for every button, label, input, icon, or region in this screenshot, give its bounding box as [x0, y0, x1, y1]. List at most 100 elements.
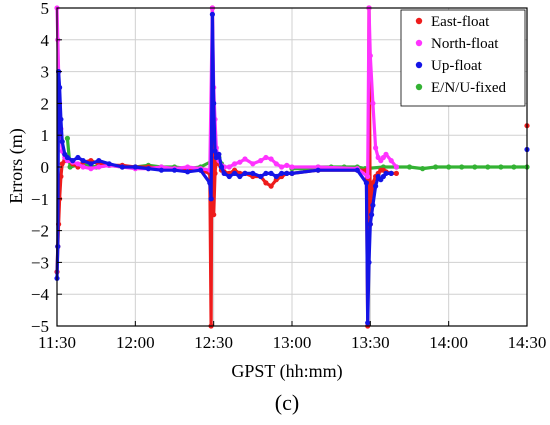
y-tick-label: 4	[41, 31, 50, 50]
y-tick-label: 5	[41, 0, 50, 18]
y-tick-label: −4	[31, 285, 50, 304]
data-point	[208, 196, 214, 202]
data-point	[511, 164, 517, 170]
data-point	[158, 167, 164, 173]
data-point	[237, 159, 243, 165]
data-point	[263, 170, 269, 176]
data-point	[289, 164, 295, 170]
legend-marker	[415, 61, 423, 69]
data-point	[75, 161, 81, 167]
data-point	[315, 167, 321, 173]
data-point	[284, 162, 290, 168]
data-point	[284, 170, 290, 176]
data-point	[212, 170, 218, 176]
data-point	[80, 158, 86, 164]
data-point	[64, 154, 70, 161]
data-point	[96, 164, 102, 170]
data-point	[388, 170, 394, 176]
data-point	[354, 167, 360, 173]
legend-marker	[415, 83, 423, 91]
data-point	[263, 180, 269, 186]
series-layer	[54, 5, 530, 329]
data-point	[268, 156, 274, 162]
data-point	[498, 164, 504, 170]
y-tick-label: −1	[31, 190, 49, 209]
data-point	[212, 148, 218, 154]
data-point	[472, 164, 478, 170]
data-point	[369, 212, 375, 218]
data-point	[88, 161, 94, 167]
data-point	[198, 167, 204, 173]
data-point	[366, 259, 372, 265]
data-point	[106, 161, 112, 167]
data-point	[216, 151, 222, 157]
data-point	[207, 180, 213, 186]
legend-label: East-float	[431, 14, 490, 30]
y-tick-label: 2	[41, 94, 50, 113]
data-point	[185, 164, 191, 170]
data-point	[57, 84, 63, 91]
data-point	[268, 183, 274, 189]
data-point	[171, 167, 178, 173]
x-tick-label: 12:00	[116, 333, 155, 352]
data-point	[232, 161, 238, 167]
data-point	[273, 161, 279, 167]
data-point	[388, 158, 394, 164]
data-point	[258, 173, 264, 180]
data-point	[393, 170, 399, 176]
tick-layer: 11:30 12:00 12:30 13:00 13:30 14:00 14:30 5 4 3 2 1…	[31, 0, 546, 352]
legend-label: North-float	[431, 36, 499, 52]
data-point	[221, 170, 227, 176]
data-point	[96, 158, 102, 164]
data-point	[363, 180, 369, 186]
data-point	[209, 11, 215, 17]
legend-marker	[415, 17, 423, 25]
data-point	[237, 173, 243, 180]
data-point	[367, 221, 373, 227]
data-point	[263, 154, 269, 161]
x-tick-label: 14:30	[508, 333, 547, 352]
x-axis-label: GPST (hh:mm)	[231, 361, 342, 382]
data-point	[370, 100, 376, 106]
data-point	[459, 164, 465, 170]
data-point	[218, 164, 225, 170]
x-tick-label: 13:30	[351, 333, 390, 352]
data-point	[279, 164, 285, 170]
y-tick-label: 3	[41, 63, 50, 82]
data-point	[226, 164, 232, 170]
data-point	[383, 151, 389, 157]
data-point	[70, 158, 76, 164]
legend-marker	[415, 39, 423, 47]
data-point	[80, 164, 86, 170]
data-point	[273, 173, 279, 180]
legend: East-float North-float Up-float E/N/U-fixed	[400, 9, 526, 107]
data-point	[64, 135, 70, 141]
data-point	[145, 166, 151, 172]
data-point	[211, 100, 217, 106]
data-point	[406, 164, 413, 170]
data-point	[279, 170, 285, 176]
data-point	[258, 158, 264, 164]
data-point	[367, 53, 373, 59]
legend-box	[400, 9, 526, 107]
data-point	[185, 169, 191, 175]
data-point	[232, 170, 238, 176]
data-point	[393, 164, 399, 170]
y-axis-label: Errors (m)	[6, 128, 27, 203]
legend-label: Up-float	[431, 58, 483, 74]
data-point	[211, 212, 217, 218]
x-tick-label: 12:30	[194, 333, 233, 352]
series-up-float	[54, 11, 530, 326]
data-point	[268, 170, 274, 176]
data-point	[250, 161, 256, 167]
figure-caption: (c)	[275, 390, 299, 415]
data-point	[242, 156, 248, 162]
data-point	[373, 183, 379, 189]
y-tick-label: −2	[31, 222, 49, 241]
data-point	[433, 164, 439, 170]
x-tick-label: 13:00	[273, 333, 312, 352]
data-point	[58, 116, 64, 122]
data-point	[207, 167, 213, 173]
data-point	[250, 170, 256, 176]
